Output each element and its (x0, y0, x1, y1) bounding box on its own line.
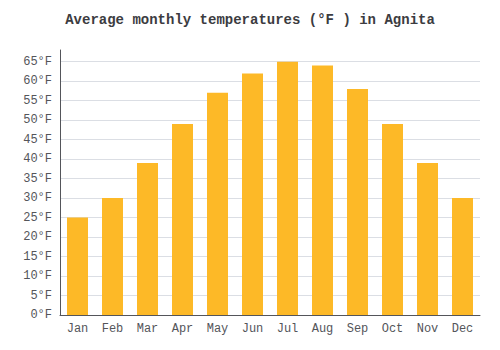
svg-text:Apr: Apr (172, 322, 194, 336)
svg-text:Feb: Feb (102, 322, 124, 336)
svg-text:30°F: 30°F (23, 191, 52, 205)
svg-text:60°F: 60°F (23, 74, 52, 88)
svg-text:25°F: 25°F (23, 211, 52, 225)
svg-text:65°F: 65°F (23, 55, 52, 69)
svg-text:Jul: Jul (277, 322, 299, 336)
svg-text:Oct: Oct (382, 322, 404, 336)
svg-text:35°F: 35°F (23, 172, 52, 186)
svg-text:10°F: 10°F (23, 269, 52, 283)
svg-text:Jan: Jan (67, 322, 89, 336)
svg-text:55°F: 55°F (23, 94, 52, 108)
svg-text:15°F: 15°F (23, 250, 52, 264)
svg-text:Dec: Dec (452, 322, 474, 336)
svg-text:Aug: Aug (312, 322, 334, 336)
svg-text:Jun: Jun (242, 322, 264, 336)
svg-text:Sep: Sep (347, 322, 369, 336)
svg-text:50°F: 50°F (23, 113, 52, 127)
svg-text:40°F: 40°F (23, 152, 52, 166)
svg-text:0°F: 0°F (30, 308, 52, 322)
svg-text:May: May (207, 322, 229, 336)
svg-text:Mar: Mar (137, 322, 159, 336)
svg-text:Average monthly temperatures (: Average monthly temperatures (°F ) in Ag… (65, 12, 435, 28)
svg-text:5°F: 5°F (30, 289, 52, 303)
svg-text:20°F: 20°F (23, 230, 52, 244)
svg-text:45°F: 45°F (23, 133, 52, 147)
svg-text:Nov: Nov (417, 322, 439, 336)
